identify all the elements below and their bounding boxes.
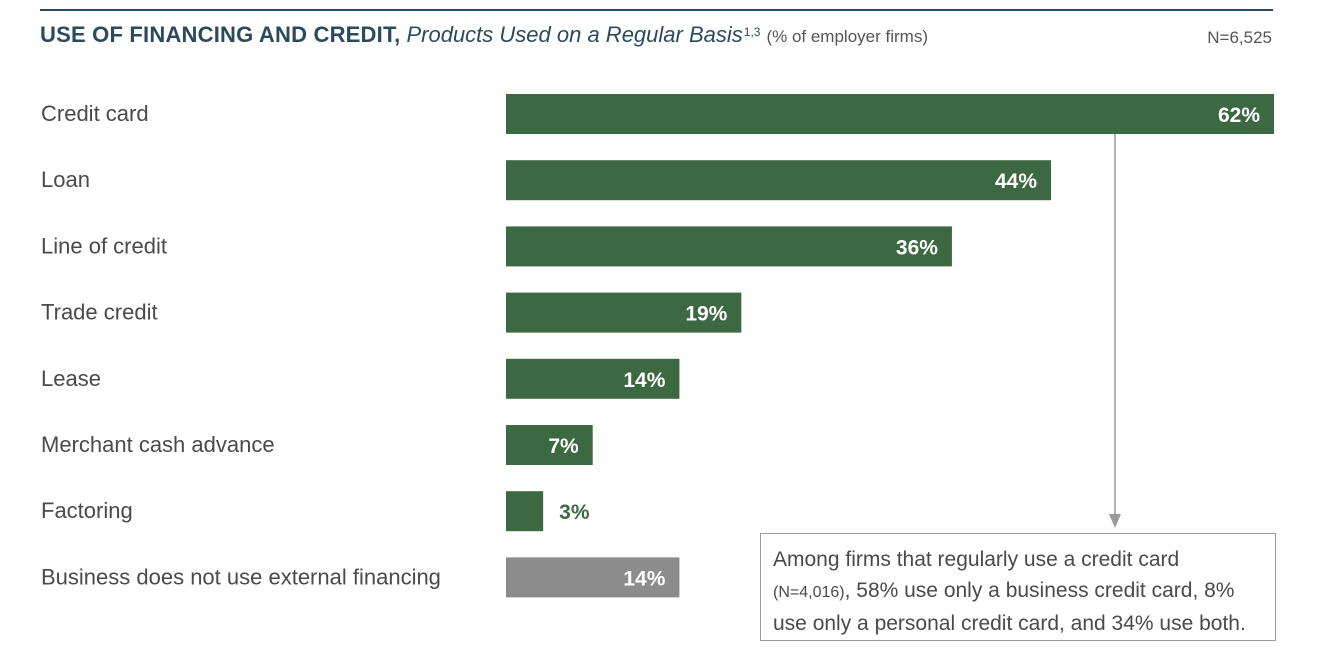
chart-title: USE OF FINANCING AND CREDIT,: [40, 22, 401, 47]
value-label: 3%: [559, 501, 590, 524]
callout-sample-size: (N=4,016): [773, 584, 845, 601]
bar: [506, 160, 1052, 201]
bar: [506, 491, 544, 532]
bar: [506, 226, 952, 267]
category-label: Merchant cash advance: [41, 432, 275, 457]
credit-card-callout: Among firms that regularly use a credit …: [760, 533, 1276, 641]
category-label: Credit card: [41, 101, 149, 126]
category-label: Lease: [41, 366, 101, 391]
callout-text-rest: , 58% use only a business credit card, 8…: [773, 579, 1246, 635]
value-label: 19%: [685, 303, 727, 326]
bar: [506, 292, 742, 333]
category-label: Loan: [41, 167, 90, 192]
category-label: Line of credit: [41, 233, 167, 258]
sample-size: N=6,525: [1207, 28, 1272, 47]
value-label: 36%: [896, 236, 938, 259]
bar: [506, 94, 1274, 134]
value-label: 14%: [623, 369, 665, 392]
category-label: Business does not use external financing: [41, 564, 441, 589]
bar: [506, 358, 680, 399]
bar: [506, 557, 680, 598]
category-label: Factoring: [41, 498, 133, 523]
unit-note: (% of employer firms): [766, 27, 928, 46]
value-label: 62%: [1218, 104, 1260, 127]
footnote-reference: 1,3: [743, 24, 761, 39]
value-label: 44%: [995, 170, 1037, 193]
value-label: 7%: [548, 435, 579, 458]
category-label: Trade credit: [41, 300, 158, 325]
top-rule: [40, 9, 1273, 11]
callout-text-line1: Among firms that regularly use a credit …: [773, 548, 1180, 571]
bar: [506, 425, 593, 465]
chart-subtitle: Products Used on a Regular Basis: [406, 22, 743, 47]
callout-arrow-head: [1109, 514, 1121, 528]
chart-header: USE OF FINANCING AND CREDIT, Products Use…: [40, 22, 928, 48]
value-label: 14%: [623, 567, 665, 590]
